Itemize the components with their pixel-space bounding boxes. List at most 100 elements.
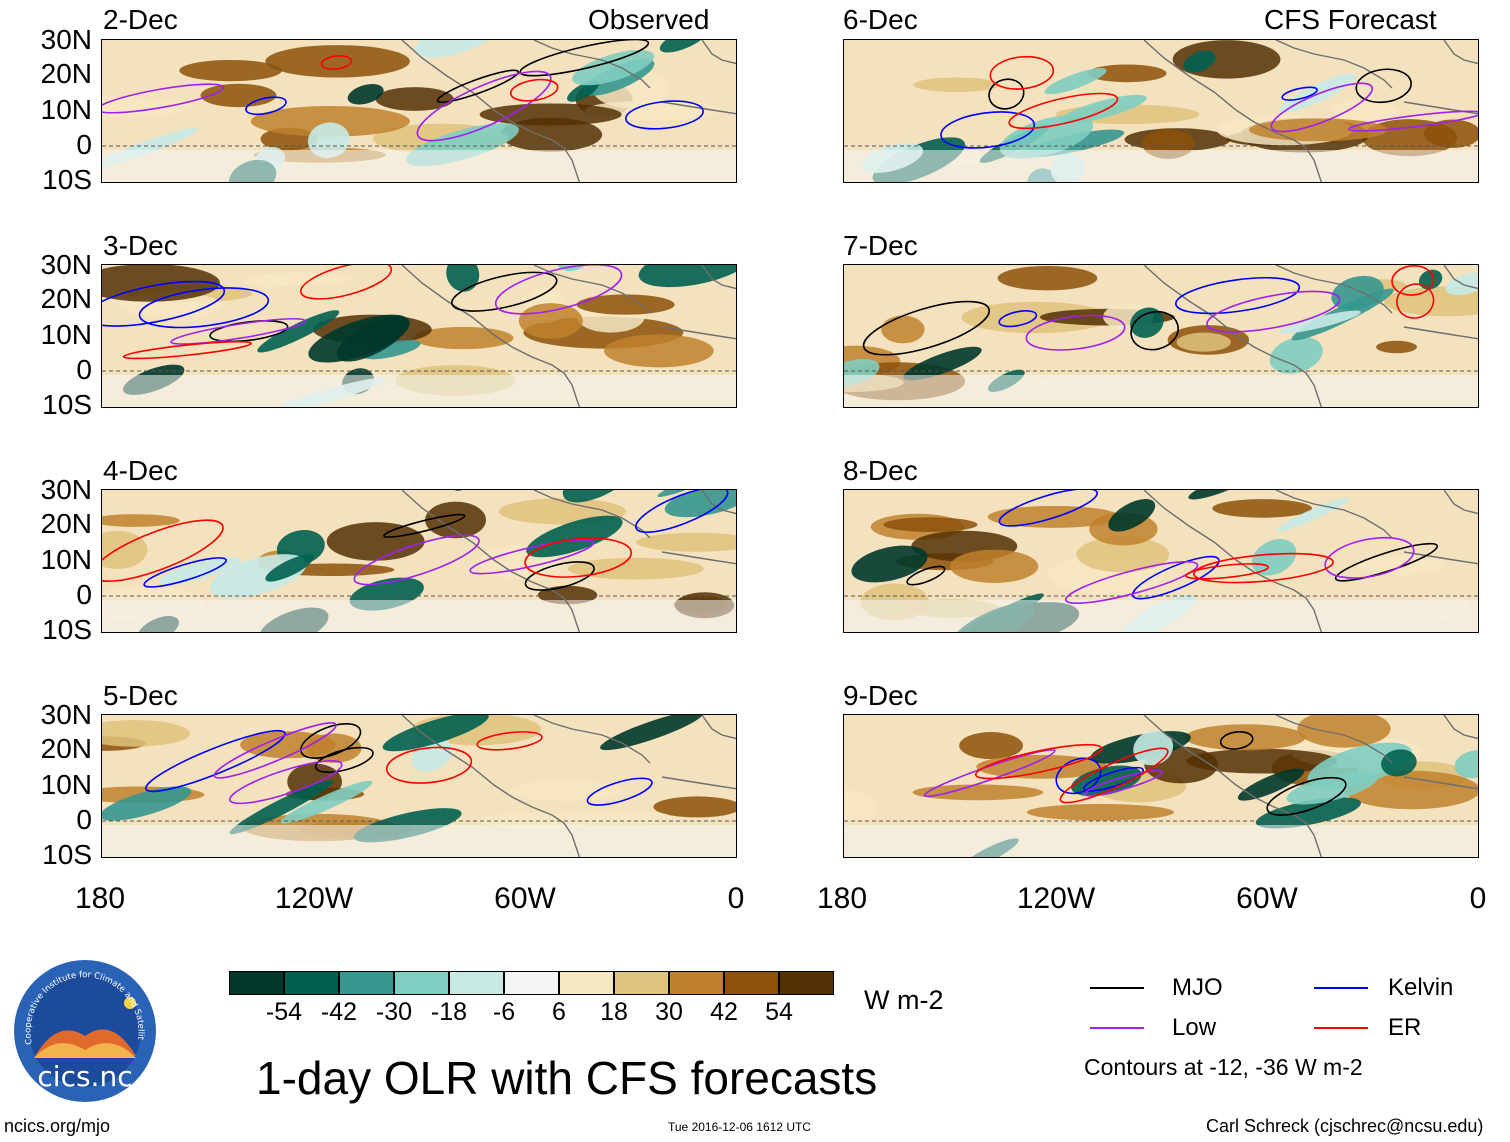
er-contour xyxy=(122,340,252,360)
negative-anomaly-blob xyxy=(1133,730,1174,766)
lat-label: 0 xyxy=(76,579,92,610)
legend-note: Contours at -12, -36 W m-2 xyxy=(1084,1054,1363,1080)
negative-anomaly-blob xyxy=(1130,307,1164,338)
coastline xyxy=(401,490,736,632)
lat-label: 0 xyxy=(76,804,92,835)
positive-anomaly-blob xyxy=(375,87,454,111)
kelvin-contour xyxy=(998,310,1038,328)
lon-label: 180 xyxy=(816,882,868,915)
lat-label: 0 xyxy=(76,354,92,385)
er-contour xyxy=(1185,563,1270,580)
figure-title: 1-day OLR with CFS forecasts xyxy=(256,1052,878,1104)
positive-anomaly-blob xyxy=(844,790,878,822)
positive-anomaly-blob xyxy=(1212,499,1313,518)
positive-anomaly-blob xyxy=(950,549,1039,583)
positive-anomaly-blob xyxy=(1087,64,1167,83)
legend-er-label: ER xyxy=(1388,1014,1422,1041)
logo-text: cics.nc xyxy=(37,1060,132,1093)
kelvin-contour xyxy=(102,280,226,327)
negative-anomaly-blob xyxy=(307,122,350,159)
lon-label: 180 xyxy=(74,882,126,915)
lat-label: 20N xyxy=(40,58,92,89)
er-contour xyxy=(509,78,559,102)
mjo-contour xyxy=(383,513,466,538)
negative-anomaly-blob xyxy=(1044,68,1107,95)
negative-anomaly-blob xyxy=(347,84,384,105)
er-contour xyxy=(1059,747,1169,804)
er-contour xyxy=(524,537,633,578)
positive-anomaly-blob xyxy=(102,514,180,527)
mjo-contour xyxy=(524,561,595,591)
lon-label: 120W xyxy=(274,882,354,915)
low-contour xyxy=(1324,536,1415,579)
colorbar-tick-label: -18 xyxy=(430,998,468,1026)
panel-date-label: 8-Dec xyxy=(843,455,918,486)
positive-anomaly-blob xyxy=(1344,770,1478,810)
mjo-contour xyxy=(314,746,374,773)
positive-anomaly-blob xyxy=(576,294,675,315)
negative-anomaly-blob xyxy=(638,265,736,288)
negative-anomaly-blob xyxy=(999,115,1094,159)
kelvin-contour xyxy=(1175,276,1301,315)
legend-er-swatch xyxy=(1314,1027,1368,1029)
positive-anomaly-blob xyxy=(425,501,487,539)
olr-map-panel xyxy=(101,39,737,183)
lat-label: 30N xyxy=(40,474,92,505)
negative-anomaly-blob xyxy=(600,715,704,751)
negative-anomaly-blob xyxy=(1251,539,1297,576)
colorbar-tick-label: 30 xyxy=(655,998,683,1026)
lat-label: 10S xyxy=(42,389,92,420)
negative-anomaly-blob xyxy=(1454,750,1478,779)
footer-timestamp: Tue 2016-12-06 1612 UTC xyxy=(668,1120,811,1134)
positive-anomaly-blob xyxy=(509,780,622,802)
mjo-contour xyxy=(209,320,289,343)
panel-date-label: 5-Dec xyxy=(103,680,178,711)
negative-anomaly-blob xyxy=(1445,272,1478,296)
lat-label: 10N xyxy=(40,319,92,350)
low-contour xyxy=(469,539,595,575)
colorbar-tick-label: -54 xyxy=(265,998,303,1026)
negative-anomaly-blob xyxy=(102,786,192,821)
olr-map-panel xyxy=(843,39,1479,183)
colorbar-tick-label: -6 xyxy=(492,998,516,1026)
olr-map-panel xyxy=(101,714,737,858)
mjo-contour xyxy=(519,40,650,77)
coastline xyxy=(1143,715,1478,857)
colorbar-tick-label: 54 xyxy=(765,998,793,1026)
mjo-contour xyxy=(1219,730,1254,750)
positive-anomaly-blob xyxy=(518,303,583,339)
er-contour xyxy=(476,731,543,751)
er-contour xyxy=(1008,92,1119,130)
coastline xyxy=(1143,265,1478,407)
kelvin-contour xyxy=(940,111,1036,149)
lat-label: 10N xyxy=(40,94,92,125)
low-contour xyxy=(213,722,337,779)
footer-url[interactable]: ncics.org/mjo xyxy=(4,1116,111,1136)
negative-anomaly-blob xyxy=(903,346,982,381)
negative-anomaly-blob xyxy=(257,310,340,353)
footer-credit: Carl Schreck (cjschrec@ncsu.edu) xyxy=(1206,1116,1484,1136)
negative-anomaly-blob xyxy=(1188,490,1249,500)
positive-anomaly-blob xyxy=(102,720,191,747)
mjo-contour xyxy=(862,300,991,356)
negative-anomaly-blob xyxy=(308,314,410,363)
lat-label: 0 xyxy=(76,129,92,160)
negative-anomaly-blob xyxy=(361,339,421,360)
positive-anomaly-blob xyxy=(881,315,925,344)
colorbar-swatch xyxy=(339,971,394,995)
low-contour xyxy=(170,317,306,345)
low-contour xyxy=(1270,82,1374,133)
mjo-contour xyxy=(451,271,558,312)
positive-anomaly-blob xyxy=(1026,803,1175,821)
lon-label: 0 xyxy=(1469,882,1487,915)
low-contour xyxy=(494,265,623,315)
coastline xyxy=(401,715,736,857)
negative-anomaly-blob xyxy=(1183,50,1216,73)
positive-anomaly-blob xyxy=(200,83,277,108)
low-contour xyxy=(102,83,225,114)
colorbar-tick-label: 6 xyxy=(552,998,566,1026)
low-contour xyxy=(1348,110,1478,132)
olr-map-panel xyxy=(843,714,1479,858)
low-contour xyxy=(1064,560,1199,604)
kelvin-contour xyxy=(635,490,729,533)
